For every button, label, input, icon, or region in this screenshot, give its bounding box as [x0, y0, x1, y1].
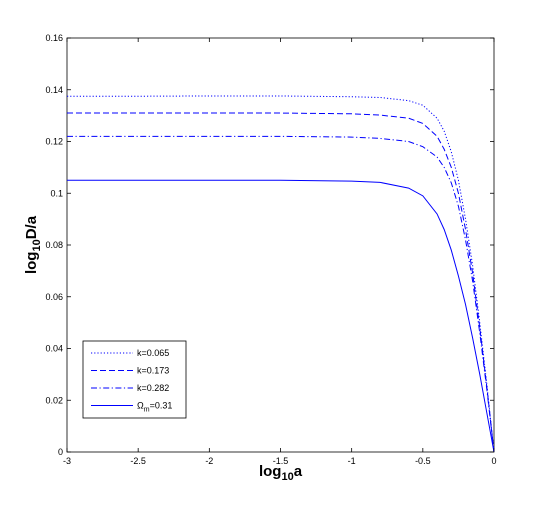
x-tick-label: -0.5: [415, 456, 431, 466]
legend-label-4: Ωm=0.31: [137, 401, 172, 414]
ticks-layer: -3 -2.5 -2 -1.5 -1 -0.5 0 0 0.02 0.04 0.06 0.08 0.1 0…: [45, 33, 496, 466]
x-tick-label: -2.5: [130, 456, 146, 466]
legend-label-sub: m: [144, 407, 150, 414]
x-axis-title: log10a: [259, 463, 303, 483]
y-axis-title-base: log: [23, 252, 40, 275]
x-tick-label: -1.5: [273, 456, 289, 466]
y-axis-title-sub: 10: [31, 239, 43, 251]
x-axis-title-rest: a: [294, 463, 303, 480]
x-axis-title-base: log: [259, 463, 282, 480]
legend-label-2: k=0.173: [137, 366, 169, 376]
y-tick-label: 0.12: [45, 137, 63, 147]
y-tick-label: 0.08: [45, 240, 63, 250]
y-axis-title-rest: D/a: [23, 215, 40, 239]
x-tick-label: 0: [491, 456, 496, 466]
y-tick-label: 0.16: [45, 33, 63, 43]
series-line-4: [67, 179, 495, 453]
x-axis-title-sub: 10: [281, 471, 293, 483]
y-tick-label: 0.14: [45, 85, 63, 95]
legend: k=0.065 k=0.173 k=0.282 Ωm=0.31: [82, 340, 187, 419]
y-tick-label: 0.06: [45, 292, 63, 302]
y-tick-label: 0.02: [45, 395, 63, 405]
legend-items: k=0.065 k=0.173 k=0.282 Ωm=0.31: [91, 348, 172, 414]
y-axis-title: log10D/a: [23, 215, 43, 274]
y-tick-label: 0: [58, 447, 63, 457]
x-tick-label: -2: [205, 456, 213, 466]
legend-label-3: k=0.282: [137, 383, 169, 393]
x-tick-label: -1: [348, 456, 356, 466]
series-layer: [67, 95, 495, 453]
y-tick-label: 0.04: [45, 344, 63, 354]
x-tick-label: -3: [63, 456, 71, 466]
legend-label-rest: =0.31: [150, 401, 173, 411]
series-line-2: [67, 112, 495, 453]
legend-label-base: Ω: [137, 401, 144, 411]
series-line-3: [67, 135, 495, 453]
legend-label-1: k=0.065: [137, 348, 169, 358]
y-tick-label: 0.1: [50, 188, 63, 198]
series-line-1: [67, 95, 495, 453]
